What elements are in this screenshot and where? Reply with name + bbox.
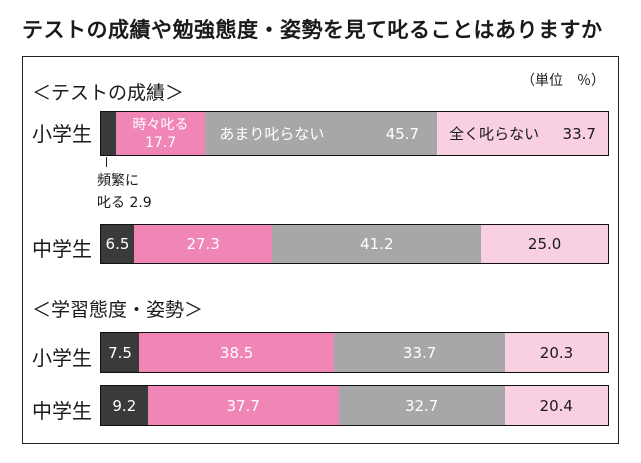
legend-label-sometimes: 時々叱る bbox=[132, 116, 189, 133]
segment-sometimes: 37.7 bbox=[147, 386, 339, 425]
section-label-study-attitude: ＜学習態度・姿勢＞ bbox=[32, 299, 204, 321]
segment-rarely: 33.7 bbox=[334, 333, 506, 372]
chart-frame bbox=[22, 56, 619, 444]
segment-never: 全く叱らない 33.7 bbox=[437, 112, 608, 155]
value-label: 17.7 bbox=[144, 134, 177, 151]
row-label-junior-attitude: 中学生 bbox=[32, 399, 92, 423]
value-label: 27.3 bbox=[186, 235, 220, 253]
bar-junior-scores: 6.5 27.3 41.2 25.0 bbox=[100, 224, 609, 264]
segment-sometimes: 時々叱る 17.7 bbox=[115, 112, 206, 155]
value-label: 37.7 bbox=[226, 396, 260, 415]
value-label: 32.7 bbox=[404, 396, 439, 415]
segment-frequent bbox=[101, 112, 116, 155]
value-label: 20.4 bbox=[539, 396, 573, 415]
value-label: 6.5 bbox=[105, 235, 130, 253]
segment-rarely: 32.7 bbox=[338, 386, 505, 425]
bar-elementary-attitude: 7.5 38.5 33.7 20.3 bbox=[100, 332, 609, 373]
legend-label-rarely: あまり叱らない bbox=[219, 125, 325, 143]
row-label-junior-scores: 中学生 bbox=[32, 237, 92, 261]
value-label: 20.3 bbox=[539, 343, 574, 362]
row-label-elementary-scores: 小学生 bbox=[32, 122, 92, 146]
value-label: 33.7 bbox=[562, 124, 596, 143]
value-label: 45.7 bbox=[385, 124, 420, 143]
bar-elementary-scores: 時々叱る 17.7 あまり叱らない 45.7 全く叱らない 33.7 bbox=[100, 111, 609, 156]
segment-sometimes: 27.3 bbox=[133, 225, 273, 263]
segment-rarely: あまり叱らない 45.7 bbox=[205, 112, 438, 155]
segment-frequent: 9.2 bbox=[101, 386, 148, 425]
value-label: 41.2 bbox=[360, 235, 394, 253]
segment-never: 20.3 bbox=[505, 333, 608, 372]
callout-line1: 頻繁に bbox=[97, 173, 139, 189]
segment-frequent: 6.5 bbox=[101, 225, 134, 263]
segment-sometimes: 38.5 bbox=[139, 333, 335, 372]
segment-rarely: 41.2 bbox=[272, 225, 482, 263]
callout-frequent: 頻繁に 叱る 2.9 bbox=[97, 170, 152, 214]
segment-never: 20.4 bbox=[504, 386, 608, 425]
callout-line2: 叱る 2.9 bbox=[97, 195, 152, 211]
unit-label: （単位 ％） bbox=[521, 73, 605, 89]
chart-title: テストの成績や勉強態度・姿勢を見て叱ることはありますか bbox=[22, 18, 603, 42]
value-label: 7.5 bbox=[108, 343, 132, 362]
row-label-elementary-attitude: 小学生 bbox=[32, 346, 92, 370]
bar-junior-attitude: 9.2 37.7 32.7 20.4 bbox=[100, 385, 609, 426]
value-label: 25.0 bbox=[527, 235, 562, 253]
segment-never: 25.0 bbox=[481, 225, 608, 263]
value-label: 38.5 bbox=[219, 343, 254, 362]
legend-label-never: 全く叱らない bbox=[449, 125, 540, 143]
value-label: 9.2 bbox=[112, 396, 137, 415]
section-label-test-scores: ＜テストの成績＞ bbox=[32, 82, 185, 104]
segment-frequent: 7.5 bbox=[101, 333, 140, 372]
value-label: 33.7 bbox=[402, 343, 437, 362]
callout-line bbox=[106, 157, 107, 167]
